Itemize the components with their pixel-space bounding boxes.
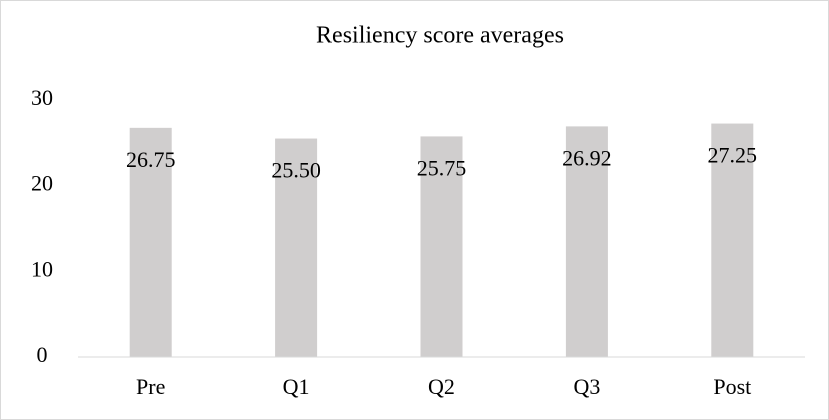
y-tick-label: 0 — [37, 342, 48, 367]
bar — [711, 123, 754, 357]
x-tick-label: Q2 — [428, 374, 455, 399]
value-label: 27.25 — [708, 143, 758, 168]
bar — [129, 127, 172, 357]
x-tick-label: Q1 — [283, 374, 310, 399]
bar — [565, 126, 608, 357]
value-label: 25.50 — [271, 158, 321, 183]
x-tick-label: Pre — [136, 374, 165, 399]
value-label: 25.75 — [417, 155, 467, 180]
x-tick-label: Post — [713, 374, 751, 399]
y-tick-label: 30 — [31, 85, 53, 110]
y-tick-label: 10 — [31, 256, 53, 281]
chart-title: Resiliency score averages — [316, 23, 564, 49]
bar — [420, 136, 463, 357]
y-tick-label: 20 — [31, 171, 53, 196]
bar — [275, 138, 318, 357]
value-label: 26.92 — [562, 145, 612, 170]
x-tick-label: Q3 — [573, 374, 600, 399]
value-label: 26.75 — [126, 147, 176, 172]
